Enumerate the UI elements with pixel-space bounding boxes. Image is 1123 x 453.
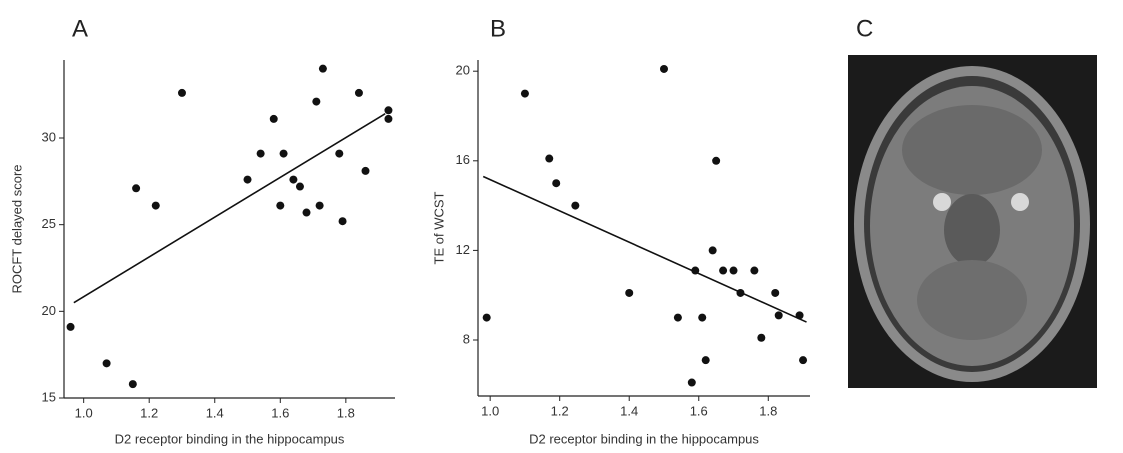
data-point <box>303 209 311 217</box>
data-point <box>545 155 553 163</box>
data-point <box>660 65 668 73</box>
data-point <box>319 65 327 73</box>
scatter-panel: 8 12 16 20 1.0 1.2 1.4 1.6 1.8D2 receptor bindin… <box>431 15 810 446</box>
data-point <box>312 98 320 106</box>
x-tick-label: 1.2 <box>551 403 569 418</box>
fit-line <box>483 176 806 322</box>
data-point <box>712 157 720 165</box>
y-axis-label: ROCFT delayed score <box>9 164 24 293</box>
data-point <box>355 89 363 97</box>
y-tick-label: 30 <box>42 129 56 144</box>
mri-brainstem <box>944 194 1000 266</box>
x-tick-label: 1.6 <box>271 405 289 420</box>
y-tick-label: 20 <box>42 303 56 318</box>
data-point <box>483 314 491 322</box>
x-tick-label: 1.4 <box>620 403 638 418</box>
data-point <box>270 115 278 123</box>
panel-label: C <box>856 15 873 42</box>
data-point <box>244 176 252 184</box>
data-point <box>757 334 765 342</box>
data-point <box>688 379 696 387</box>
data-point <box>335 150 343 158</box>
x-tick-label: 1.4 <box>206 405 224 420</box>
data-point <box>799 356 807 364</box>
data-point <box>67 323 75 331</box>
scatter-panel: 15 20 25 30 1.0 1.2 1.4 1.6 1.8 D2 receptor bindi… <box>9 15 395 446</box>
data-point <box>709 246 717 254</box>
data-point <box>571 202 579 210</box>
y-tick-label: 12 <box>456 242 470 257</box>
data-point <box>552 179 560 187</box>
panel-label: A <box>72 15 88 42</box>
data-point <box>178 89 186 97</box>
figure: C 152025301.01.21.41.61.8D2 receptor bin… <box>0 0 1123 453</box>
fit-line <box>74 114 385 303</box>
data-point <box>625 289 633 297</box>
y-tick-label: 20 <box>456 63 470 78</box>
data-point <box>362 167 370 175</box>
mri-frontal <box>902 105 1042 195</box>
data-point <box>384 115 392 123</box>
data-point <box>132 184 140 192</box>
data-point <box>702 356 710 364</box>
data-point <box>152 202 160 210</box>
panel-label: B <box>490 15 506 42</box>
x-tick-label: 1.0 <box>481 403 499 418</box>
data-point <box>129 380 137 388</box>
data-point <box>316 202 324 210</box>
data-point <box>521 90 529 98</box>
data-point <box>257 150 265 158</box>
mri-image: C <box>848 15 1097 388</box>
data-point <box>771 289 779 297</box>
data-point <box>276 202 284 210</box>
data-point <box>674 314 682 322</box>
x-tick-label: 1.2 <box>140 405 158 420</box>
mri-roi-left <box>933 193 951 211</box>
data-point <box>339 217 347 225</box>
x-tick-label: 1.8 <box>759 403 777 418</box>
x-tick-label: 1.8 <box>337 405 355 420</box>
data-point <box>384 106 392 114</box>
data-point <box>719 267 727 275</box>
data-point <box>775 311 783 319</box>
x-tick-label: 1.0 <box>75 405 93 420</box>
data-point <box>103 359 111 367</box>
data-point <box>280 150 288 158</box>
data-point <box>730 267 738 275</box>
y-axis-label: TE of WCST <box>431 191 446 264</box>
data-point <box>289 176 297 184</box>
y-tick-label: 16 <box>456 152 470 167</box>
y-tick-label: 8 <box>463 331 470 346</box>
x-axis-label: D2 receptor binding in the hippocampus <box>529 431 759 446</box>
x-axis-label: D2 receptor binding in the hippocampus <box>115 431 345 446</box>
data-point <box>296 183 304 191</box>
mri-roi-right <box>1011 193 1029 211</box>
x-tick-label: 1.6 <box>690 403 708 418</box>
y-tick-label: 25 <box>42 216 56 231</box>
mri-cerebellum <box>917 260 1027 340</box>
y-tick-label: 15 <box>42 389 56 404</box>
data-point <box>750 267 758 275</box>
data-point <box>698 314 706 322</box>
